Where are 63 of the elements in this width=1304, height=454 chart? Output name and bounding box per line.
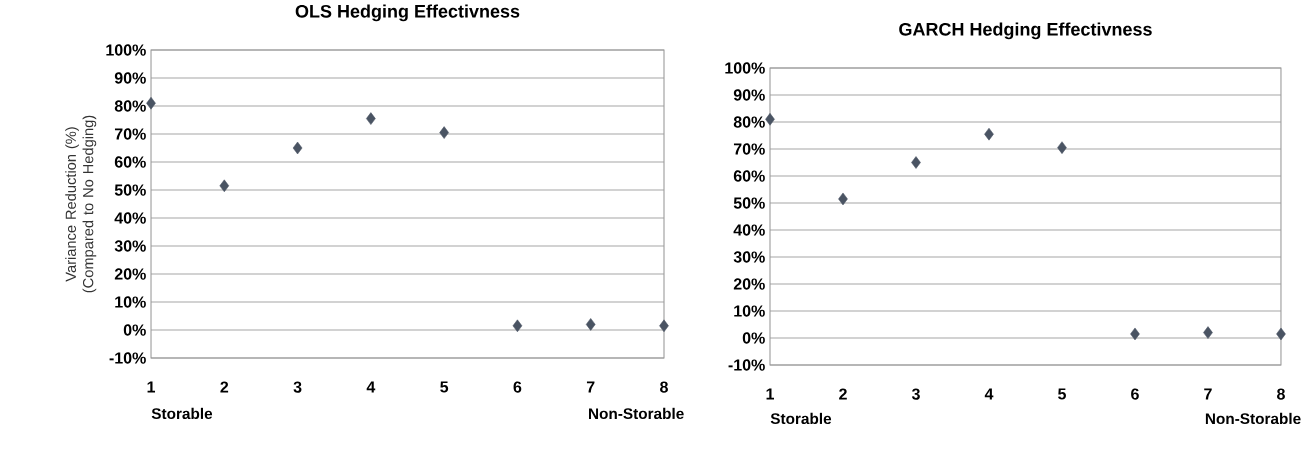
point — [146, 96, 156, 110]
point — [1057, 141, 1067, 154]
x-tick-label: 2 — [839, 388, 847, 400]
x-tick-label: 8 — [1277, 388, 1285, 400]
x-tick-label: 4 — [366, 381, 376, 393]
y-tick-label: 100% — [725, 62, 765, 74]
point — [1276, 327, 1286, 341]
x-tick-label: 2 — [220, 381, 229, 393]
chart-title: GARCH Hedging Effectivness — [899, 22, 1152, 40]
y-tick-label: 10% — [734, 305, 765, 317]
x-tick-label: 3 — [911, 388, 920, 400]
y-tick-label: 30% — [114, 240, 146, 252]
y-tick-label: 80% — [114, 100, 146, 112]
point — [219, 179, 230, 193]
y-tick-label: 70% — [114, 128, 146, 140]
y-tick-label: 0% — [742, 332, 765, 344]
y-tick-label: 40% — [733, 224, 765, 236]
y-tick-label: 30% — [733, 251, 765, 263]
y-tick-label: 50% — [733, 197, 765, 209]
point — [366, 112, 376, 125]
chart-title: OLS Hedging Effectivness — [295, 4, 520, 22]
x-tick-label: 7 — [1204, 388, 1212, 400]
y-tick-label: 70% — [733, 143, 765, 155]
y-tick-label: 90% — [733, 89, 765, 101]
point — [1130, 327, 1140, 341]
x-tick-label: 6 — [1131, 388, 1139, 400]
x-tick-label: 5 — [440, 381, 449, 393]
y-tick-label: 20% — [114, 268, 146, 280]
point — [765, 113, 775, 126]
y-tick-label: 60% — [114, 156, 146, 168]
x-tick-label: 1 — [766, 388, 774, 400]
y-tick-label: 90% — [114, 72, 146, 84]
text: Non-Storable — [1205, 412, 1301, 425]
y-tick-label: 80% — [733, 116, 765, 128]
x-tick-label: 1 — [147, 381, 156, 393]
text: Non-Storable — [589, 407, 684, 420]
text: Storable — [151, 407, 213, 420]
x-tick-label: 5 — [1058, 388, 1066, 400]
text: Storable — [770, 412, 832, 425]
point — [1203, 326, 1213, 339]
y-tick-label: -10% — [109, 352, 146, 364]
point — [838, 192, 848, 206]
x-tick-label: 4 — [984, 388, 994, 400]
x-tick-label: 6 — [513, 381, 522, 393]
x-tick-label: 3 — [293, 381, 302, 393]
point — [911, 156, 921, 169]
point — [659, 319, 669, 333]
y-tick-label: 10% — [115, 296, 146, 308]
point — [292, 141, 303, 155]
y-tick-label: 40% — [114, 212, 146, 224]
y-axis-title: Variance Reduction (%) (Compared to No Hedging) — [65, 115, 97, 293]
y-tick-label: 50% — [114, 184, 146, 196]
point — [984, 127, 994, 141]
y-tick-label: 0% — [123, 324, 146, 336]
x-tick-label: 8 — [660, 381, 668, 393]
y-tick-label: 20% — [733, 278, 765, 290]
point — [512, 319, 523, 333]
y-tick-label: -10% — [728, 359, 765, 371]
x-tick-label: 7 — [586, 381, 595, 393]
y-tick-label: 60% — [733, 170, 765, 182]
point — [585, 318, 596, 331]
y-tick-label: 100% — [106, 44, 146, 56]
point — [439, 126, 449, 139]
